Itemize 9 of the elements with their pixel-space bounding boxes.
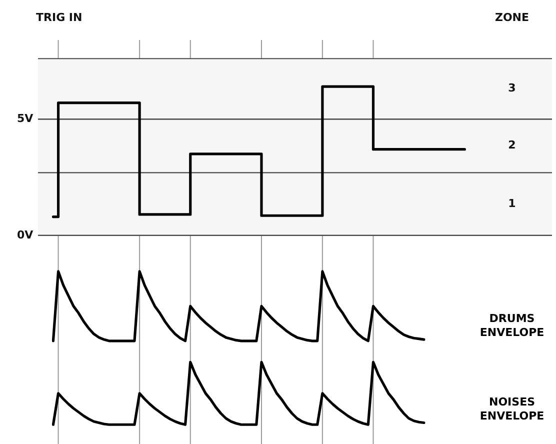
band-label: 3 [508,82,516,95]
chart-title: TRIG IN [36,10,82,24]
y-tick-label: 5V [17,112,34,125]
text: NOISES ENVELOPE [480,395,544,422]
band-label: 2 [508,138,516,152]
y-tick-label: 0V [17,228,34,242]
text: ZONE [494,10,530,24]
band-label: 1 [508,196,516,210]
text: DRUMS ENVELOPE [480,312,544,339]
